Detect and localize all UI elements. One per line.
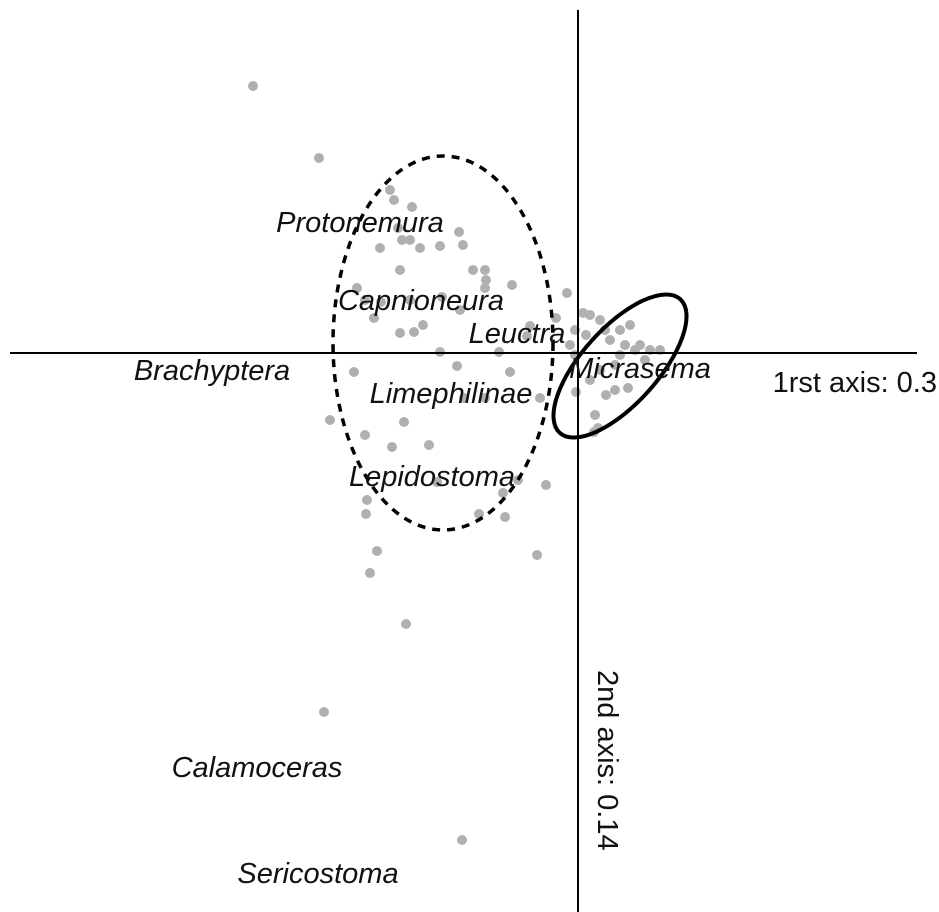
x-axis-label: 1rst axis: 0.3: [773, 367, 937, 399]
point: [432, 477, 442, 487]
species-label: Lepidostoma: [349, 461, 515, 493]
point: [505, 367, 515, 377]
point: [581, 330, 591, 340]
point: [571, 387, 581, 397]
point: [498, 488, 508, 498]
point: [418, 320, 428, 330]
species-label: Brachyptera: [134, 355, 290, 387]
point: [585, 310, 595, 320]
species-label: Micrasema: [569, 353, 711, 385]
point: [585, 375, 595, 385]
point: [457, 835, 467, 845]
point: [362, 495, 372, 505]
point: [372, 546, 382, 556]
point: [437, 292, 447, 302]
point: [601, 390, 611, 400]
point: [532, 550, 542, 560]
point: [623, 383, 633, 393]
point: [480, 265, 490, 275]
point: [389, 195, 399, 205]
species-label: Protonemura: [276, 207, 444, 239]
point: [393, 223, 403, 233]
point: [481, 275, 491, 285]
point: [468, 265, 478, 275]
point: [610, 385, 620, 395]
species-label: Capnioneura: [338, 285, 504, 317]
points: [248, 81, 665, 845]
point: [385, 185, 395, 195]
point: [397, 235, 407, 245]
point: [361, 509, 371, 519]
point: [454, 227, 464, 237]
point: [595, 365, 605, 375]
species-label: Sericostoma: [237, 858, 398, 890]
point: [401, 619, 411, 629]
point: [522, 331, 532, 341]
point: [325, 415, 335, 425]
axes: 1rst axis: 0.3 2nd axis: 0.14: [10, 10, 937, 912]
point: [360, 295, 370, 305]
point: [349, 367, 359, 377]
point: [435, 241, 445, 251]
point: [314, 153, 324, 163]
point: [459, 393, 469, 403]
point: [625, 320, 635, 330]
point: [409, 327, 419, 337]
point: [395, 328, 405, 338]
point: [615, 325, 625, 335]
point: [319, 707, 329, 717]
point: [640, 355, 650, 365]
point: [525, 321, 535, 331]
ellipse: [551, 292, 689, 440]
point: [595, 315, 605, 325]
point: [610, 360, 620, 370]
ellipse: [331, 154, 555, 532]
point: [507, 280, 517, 290]
point: [387, 442, 397, 452]
point: [376, 297, 386, 307]
point: [535, 393, 545, 403]
point: [455, 305, 465, 315]
point: [541, 480, 551, 490]
species-label: Leuctra: [469, 318, 566, 350]
point: [369, 313, 379, 323]
point: [399, 417, 409, 427]
species-label: Calamoceras: [172, 752, 343, 784]
point: [480, 393, 490, 403]
point: [365, 568, 375, 578]
point: [452, 361, 462, 371]
point: [590, 410, 600, 420]
point: [562, 288, 572, 298]
ellipses: [331, 154, 689, 532]
point: [415, 243, 425, 253]
point: [395, 265, 405, 275]
point: [500, 512, 510, 522]
point: [565, 340, 575, 350]
point: [375, 243, 385, 253]
point: [360, 430, 370, 440]
point: [480, 283, 490, 293]
point: [407, 202, 417, 212]
species-label: Limephilinae: [370, 378, 533, 410]
point: [458, 240, 468, 250]
point: [405, 235, 415, 245]
point: [248, 81, 258, 91]
point: [620, 340, 630, 350]
point: [352, 283, 362, 293]
point: [605, 335, 615, 345]
y-axis-label: 2nd axis: 0.14: [591, 670, 623, 851]
point: [424, 440, 434, 450]
point: [405, 295, 415, 305]
